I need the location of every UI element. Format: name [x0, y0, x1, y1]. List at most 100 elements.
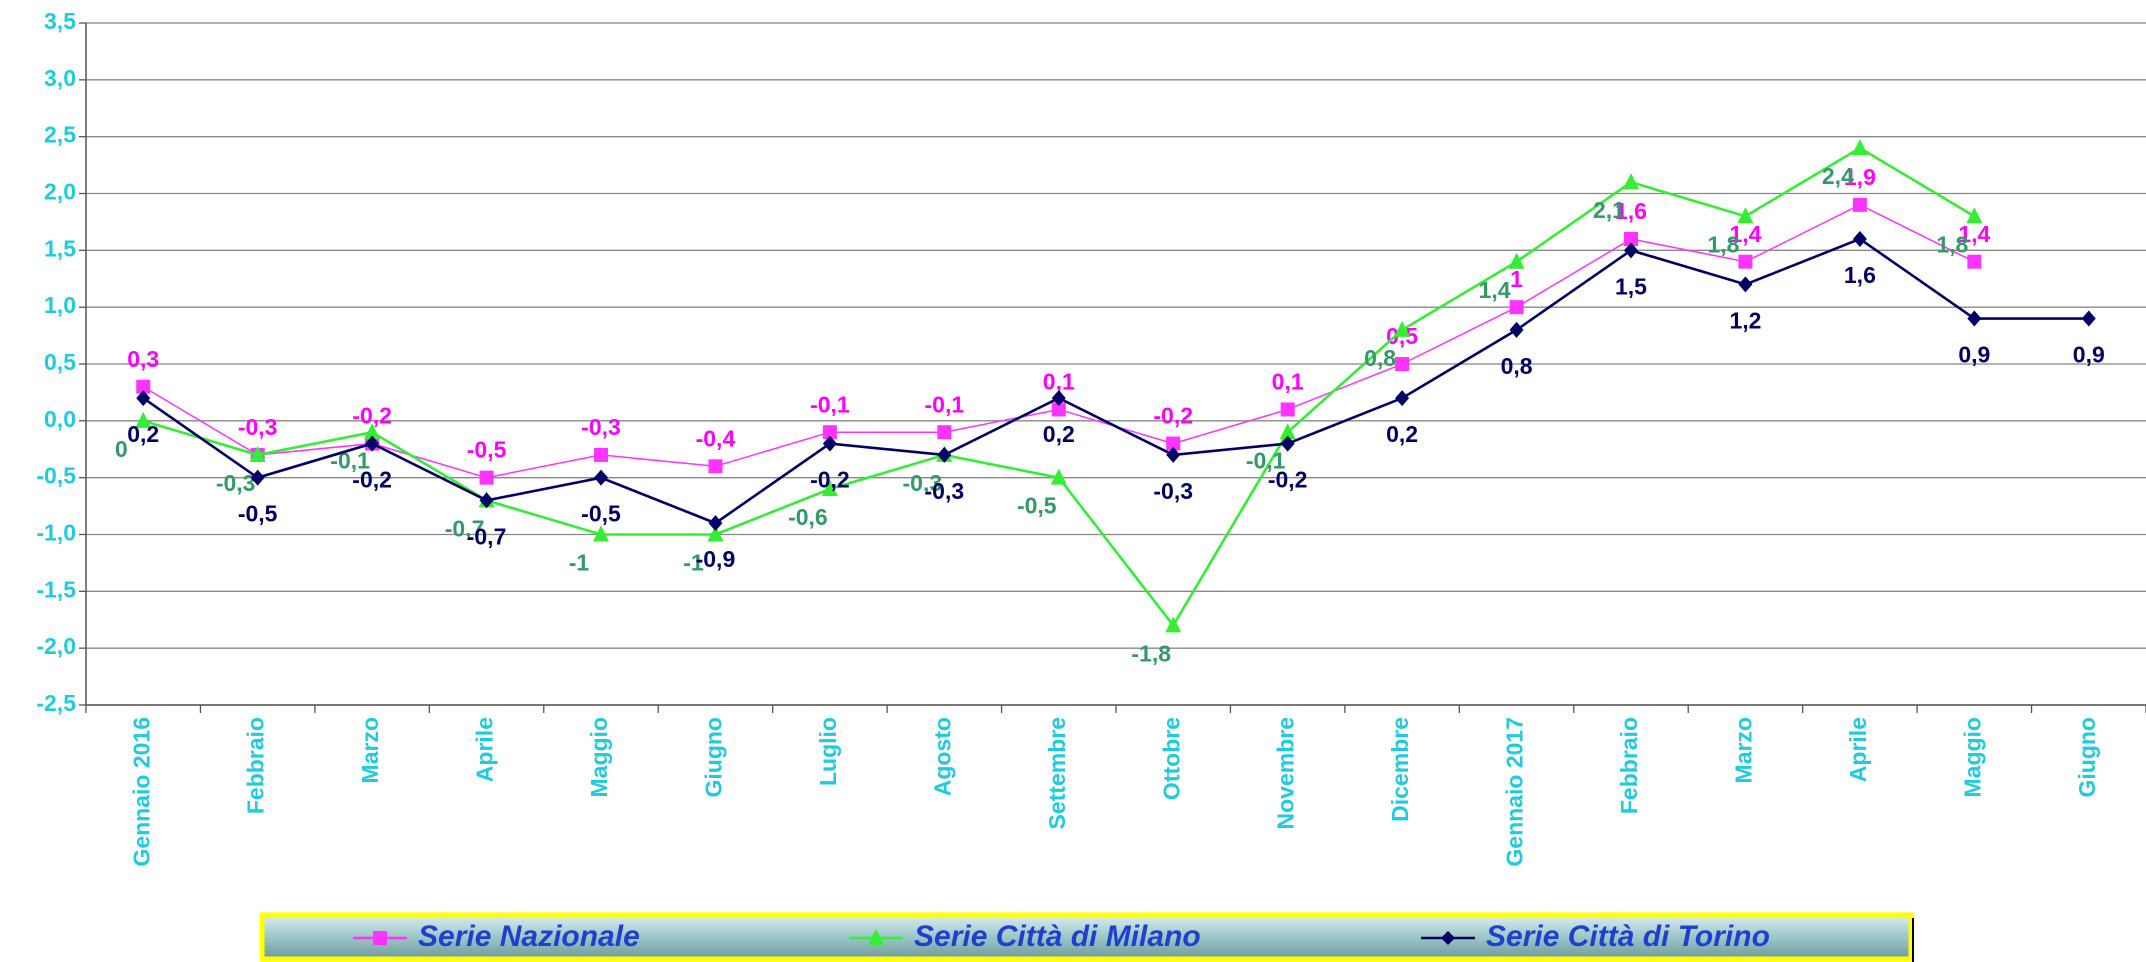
data-label: -0,5: [581, 501, 621, 527]
marker: [1509, 321, 1524, 338]
data-label: -0,3: [216, 470, 256, 496]
marker: [1050, 468, 1067, 485]
data-label: -0,2: [1153, 403, 1193, 429]
data-label: 1,8: [1707, 231, 1739, 257]
data-label: -0,1: [330, 447, 370, 473]
x-tick-label: Ottobre: [1158, 717, 1184, 800]
data-label: 1,4: [1729, 221, 1761, 247]
x-tick-label: Marzo: [1731, 717, 1757, 783]
marker: [1395, 357, 1410, 371]
x-tick-label: Giugno: [2074, 717, 2100, 797]
marker: [937, 425, 952, 440]
data-label: 0,3: [127, 346, 159, 372]
y-tick-label: 1,0: [44, 292, 76, 318]
marker: [249, 445, 266, 462]
data-label: -0,2: [810, 467, 850, 493]
data-label: 0: [115, 436, 128, 462]
data-label: 0,9: [2073, 342, 2105, 368]
x-tick-label: Maggio: [586, 717, 612, 798]
data-label: 1,8: [1936, 231, 1968, 257]
marker: [364, 423, 381, 440]
marker: [1623, 173, 1639, 190]
data-label: -0,5: [467, 437, 507, 463]
data-label: 0,8: [1501, 353, 1533, 379]
marker: [1966, 207, 1983, 224]
marker: [1624, 231, 1638, 246]
data-label: -1,8: [1131, 641, 1171, 667]
data-label: 0,1: [1272, 369, 1304, 395]
marker: [1851, 139, 1868, 156]
data-label: 0,2: [1043, 421, 1075, 447]
legend-label: Serie Nazionale: [418, 920, 640, 953]
x-tick-label: Luglio: [815, 717, 841, 786]
marker: [1394, 320, 1411, 337]
series-line: [142, 237, 2089, 525]
marker: [594, 447, 608, 462]
legend-marker: [373, 931, 387, 945]
marker: [1967, 254, 1982, 269]
x-tick-label: Febbraio: [1616, 717, 1642, 814]
y-tick-label: -1,0: [36, 520, 76, 546]
marker: [1508, 252, 1525, 269]
marker: [822, 435, 837, 452]
y-tick-label: -1,5: [36, 576, 76, 602]
marker: [1395, 390, 1410, 407]
data-label: -0,1: [925, 391, 965, 417]
data-label: -1: [683, 550, 704, 576]
data-label: 1,5: [1615, 273, 1647, 299]
y-tick-label: 0,0: [44, 406, 76, 432]
data-label: 0,1: [1043, 369, 1075, 395]
marker: [821, 480, 838, 497]
data-label: -0,7: [445, 515, 485, 541]
data-label: -0,1: [810, 391, 850, 417]
data-label: 0,2: [1386, 421, 1418, 447]
marker: [1737, 207, 1754, 224]
marker: [1051, 402, 1066, 417]
y-tick-label: -0,5: [36, 463, 76, 489]
x-tick-label: Febbraio: [243, 717, 269, 814]
x-tick-label: Marzo: [357, 717, 383, 783]
data-label: -0,6: [788, 504, 828, 530]
marker: [479, 492, 494, 509]
marker: [1852, 197, 1867, 212]
data-label: -0,9: [696, 546, 736, 572]
data-label: -0,3: [238, 414, 278, 440]
marker: [135, 411, 152, 428]
marker: [594, 469, 608, 486]
marker: [1279, 423, 1296, 440]
data-label: 1,9: [1844, 164, 1876, 190]
data-label: 1,4: [1958, 221, 1990, 247]
marker: [136, 379, 151, 394]
legend-marker: [868, 929, 884, 945]
marker: [365, 435, 380, 452]
legend-box: [259, 912, 1914, 962]
data-label: -1: [569, 550, 590, 576]
marker: [593, 525, 609, 542]
marker: [1738, 276, 1753, 293]
y-tick-label: 0,5: [44, 349, 76, 375]
marker: [1166, 436, 1181, 451]
data-label: 0,9: [1958, 342, 1990, 368]
y-tick-label: 1,5: [44, 235, 76, 261]
marker: [937, 446, 952, 463]
x-tick-label: Settembre: [1044, 717, 1070, 829]
marker: [136, 390, 151, 407]
marker: [1280, 435, 1295, 452]
y-tick-label: 2,0: [44, 179, 76, 205]
data-label: -0,2: [352, 467, 392, 493]
x-tick-label: Giugno: [701, 717, 727, 797]
x-tick-label: Aprile: [472, 717, 498, 782]
marker: [2081, 310, 2096, 327]
marker: [822, 425, 837, 440]
data-label: -0,5: [1017, 493, 1057, 519]
y-tick-label: 3,5: [44, 8, 76, 34]
y-tick-label: 2,5: [44, 122, 76, 148]
x-tick-label: Aprile: [1845, 717, 1871, 782]
data-label: 2,1: [1593, 197, 1625, 223]
data-label: 1,6: [1844, 262, 1876, 288]
marker: [1165, 616, 1182, 633]
data-label: 1: [1510, 266, 1523, 292]
data-label: -0,5: [238, 501, 278, 527]
marker: [1166, 446, 1181, 463]
